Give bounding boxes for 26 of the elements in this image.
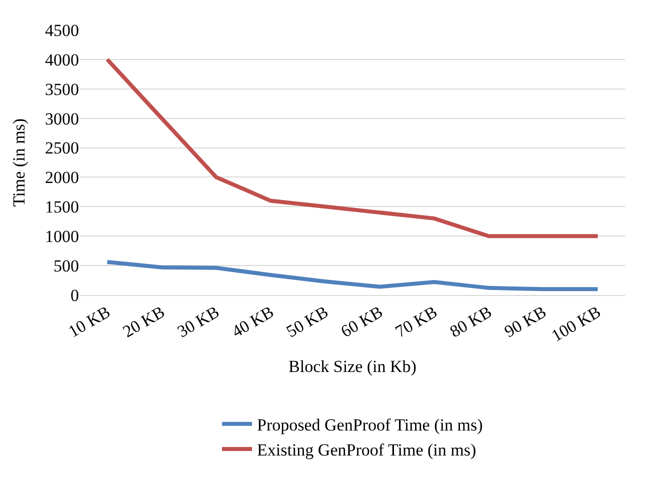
line-series [105,57,600,238]
y-tick-label: 4000 [45,50,79,70]
y-axis-title: Time (in ms) [10,118,29,207]
y-tick-label: 3000 [45,109,79,128]
y-tick-label: 3500 [45,80,79,99]
x-tick-label: 10 KB [65,302,114,342]
x-tick-label: 100 KB [548,302,604,346]
x-tick-label: 50 KB [283,302,332,342]
x-tick-label: 30 KB [174,302,222,342]
y-tick-label: 500 [54,256,79,276]
y-tick-label: 0 [70,286,79,305]
x-tick-label: 60 KB [338,302,386,342]
x-tick-label: 80 KB [446,302,495,342]
y-tick-label: 4500 [45,20,79,40]
x-tick-label: 70 KB [392,302,440,342]
y-tick-label: 1500 [45,198,79,217]
y-tick-label: 2500 [45,138,79,158]
y-tick-label: 2000 [45,168,79,188]
legend-label: Existing GenProof Time (in ms) [257,440,476,460]
line-series [105,260,600,292]
y-tick-label: 1000 [45,227,79,246]
x-tick-label: 90 KB [501,302,550,342]
x-tick-label: 40 KB [228,302,277,342]
legend-label: Proposed GenProof Time (in ms) [257,415,483,434]
x-tick-label: 20 KB [120,302,168,342]
x-axis-title: Block Size (in Kb) [288,356,416,376]
